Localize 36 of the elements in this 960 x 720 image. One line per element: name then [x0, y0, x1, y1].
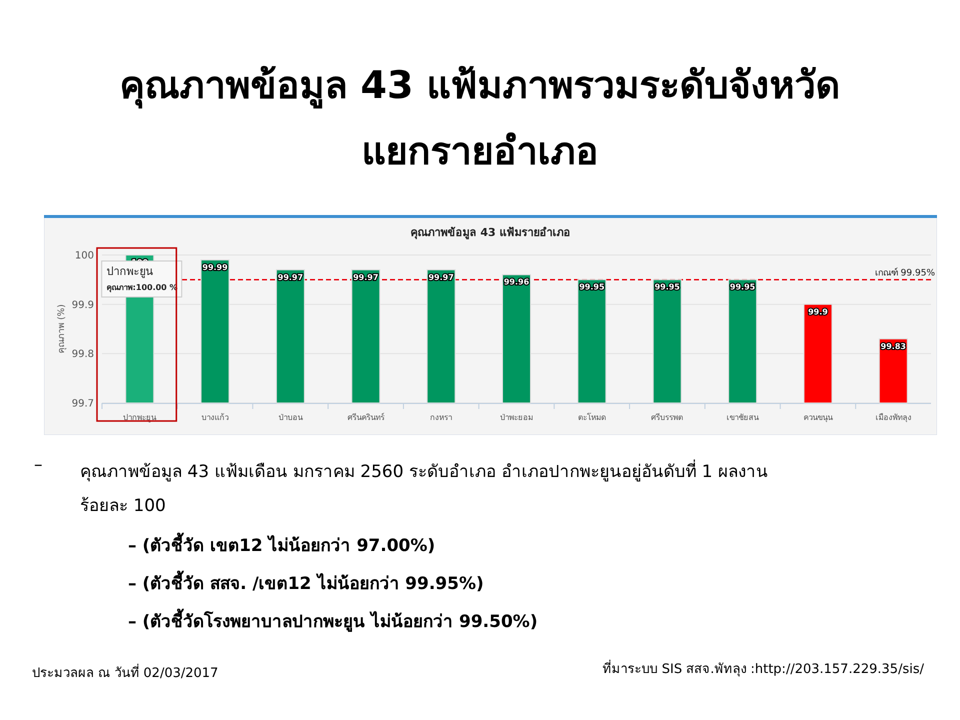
x-tick-label: ป่าบอน: [278, 413, 304, 422]
data-label: 99.95: [654, 282, 680, 292]
text: คุณภาพข้อมูล 43 แฟ้มเดือน มกราคม 2560 ระดับอำเภอ อำเภอปากพะยูนอยู่อันดับที่ 1 ผลงาน ร้อยละ 100: [80, 458, 769, 518]
x-tick-label: ศรีบรรพต: [651, 413, 684, 422]
x-tick-label: เมืองพัทลุง: [875, 413, 912, 422]
chart-title: คุณภาพข้อมูล 43 แฟ้มภาพรวมระดับจังหวัดแยกรายอำเภอ: [118, 62, 842, 175]
data-label: 99.97: [353, 272, 378, 282]
data-label: 99.97: [428, 272, 454, 282]
data-label: 99.83: [880, 342, 906, 351]
y-axis-title: คุณภาพ (%): [57, 304, 67, 354]
y-tick-label: 99.9: [72, 300, 94, 311]
x-tick-label: บางแก้ว: [202, 413, 229, 422]
x-tick-label: ควนขนุน: [803, 413, 834, 422]
x-tick-label: ป่าพะยอม: [500, 413, 533, 422]
data-label: 99.97: [278, 272, 304, 282]
x-tick-label: เขาชัยสน: [726, 413, 760, 422]
x-tick-label: กงหรา: [430, 413, 452, 422]
ref-line-label: เกณฑ์ 99.95%: [874, 266, 936, 279]
text: –: [34, 455, 42, 475]
y-tick-label: 100: [74, 250, 94, 262]
x-tick-label: ปากพะยูน: [123, 413, 158, 423]
text: – (ตัวชี้วัด เขต12 ไม่น้อยกว่า 97.00%): [128, 532, 436, 558]
chart-subtitle: คุณภาพข้อมูล 43 แฟ้มรายอำเภอ: [410, 226, 570, 240]
data-label: 99.95: [579, 282, 605, 292]
x-tick-label: ตะโหมด: [578, 412, 606, 422]
text: ประมวลผล ณ วันที่ 02/03/2017: [32, 662, 218, 683]
text: – (ตัวชี้วัด สสจ. /เขต12 ไม่น้อยกว่า 99.95%): [128, 570, 484, 596]
text: ที่มาระบบ SIS สสจ.พัทลุง :http://203.157.229.35/sis/: [602, 658, 924, 679]
y-tick-label: 99.7: [72, 398, 94, 410]
data-label: 99.9: [808, 307, 828, 316]
text: – (ตัวชี้วัดโรงพยาบาลปากพะยูน ไม่น้อยกว่า 99.50%): [128, 608, 538, 634]
data-label: 99.96: [504, 278, 530, 287]
y-tick-label: 99.8: [72, 349, 94, 360]
data-label: 99.95: [730, 282, 756, 292]
data-label: 99.99: [202, 262, 228, 272]
x-tick-label: ศรีนครินทร์: [347, 412, 386, 422]
